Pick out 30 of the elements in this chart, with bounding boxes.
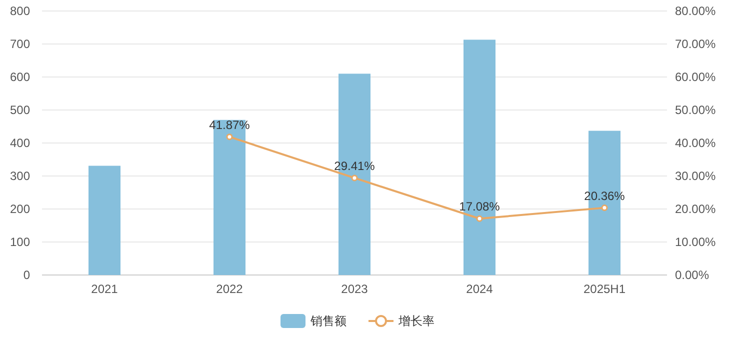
x-tick-label: 2024	[466, 282, 494, 296]
x-tick-label: 2022	[216, 282, 244, 296]
point	[226, 134, 233, 140]
point	[476, 215, 483, 222]
y2-tick-label: 30.00%	[675, 169, 716, 183]
y2-tick-label: 80.00%	[675, 4, 716, 18]
y2-tick-label: 0.00%	[675, 268, 710, 282]
y-tick-label: 300	[10, 169, 30, 183]
point	[351, 174, 358, 182]
y-tick-label: 700	[10, 37, 30, 51]
x-tick-label: 2025H1	[583, 282, 626, 296]
y2-tick-label: 70.00%	[675, 37, 716, 51]
bar	[88, 166, 120, 275]
y2-tick-label: 20.00%	[675, 202, 716, 216]
y-tick-label: 500	[10, 103, 30, 117]
y-tick-label: 200	[10, 202, 30, 216]
y-tick-label: 800	[10, 4, 30, 18]
y2-tick-label: 50.00%	[675, 103, 716, 117]
y2-tick-label: 40.00%	[675, 136, 716, 150]
legend-label: 增长率	[398, 314, 434, 328]
y2-tick-label: 60.00%	[675, 70, 716, 84]
y-tick-label: 0	[23, 268, 30, 282]
legend-label: 销售额	[310, 314, 346, 328]
y-tick-label: 600	[10, 70, 30, 84]
y-tick-label: 400	[10, 136, 30, 150]
point	[601, 204, 608, 212]
y2-tick-label: 10.00%	[675, 235, 716, 249]
x-tick-label: 2023	[341, 282, 368, 296]
x-tick-label: 2021	[91, 282, 118, 296]
y-tick-label: 100	[10, 235, 30, 249]
